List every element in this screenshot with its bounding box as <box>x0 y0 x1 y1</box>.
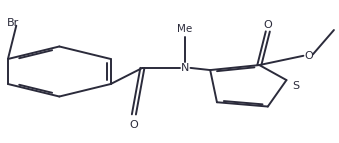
Text: N: N <box>181 63 189 73</box>
Text: O: O <box>129 120 138 130</box>
Text: S: S <box>292 81 300 91</box>
Text: Br: Br <box>7 18 19 28</box>
Text: Me: Me <box>177 24 192 34</box>
Text: O: O <box>263 20 272 30</box>
Text: O: O <box>304 51 313 61</box>
